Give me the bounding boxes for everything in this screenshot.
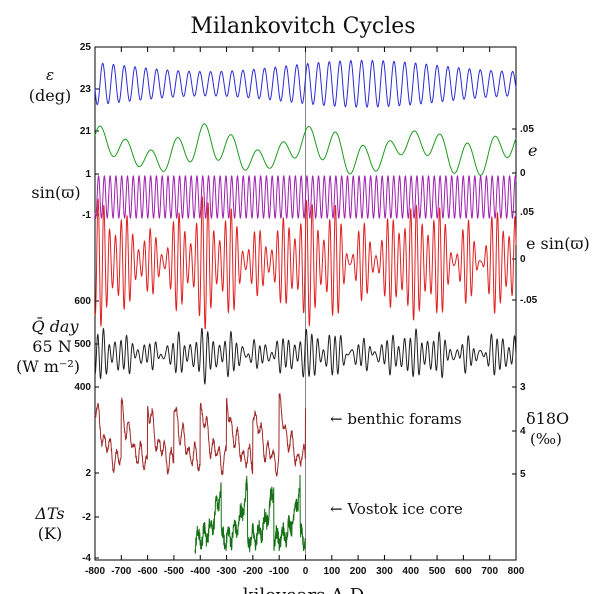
- x-tick-label: -700: [111, 566, 131, 577]
- insolation-latitude: 65 N: [32, 337, 71, 356]
- right-tick-label: 3: [520, 382, 526, 393]
- x-tick-label: -400: [190, 566, 210, 577]
- x-tick-label: 200: [350, 566, 367, 577]
- left-tick-label: -4: [82, 553, 91, 564]
- x-tick-label: 300: [376, 566, 393, 577]
- left-tick-label: 500: [74, 339, 91, 350]
- vostok-unit: (K): [38, 524, 62, 543]
- chart-title: Milankovitch Cycles: [190, 14, 415, 39]
- insolation-symbol: Q̄ day: [31, 315, 79, 336]
- left-tick-label: 25: [80, 42, 92, 53]
- axis-ticks: -800 -700 -600 -500 -400 -300 -200 -100 0 100 200 3…: [85, 46, 525, 577]
- x-tick-label: -100: [269, 566, 289, 577]
- x-tick-label: -200: [243, 566, 263, 577]
- benthic-forams-line: [94, 393, 306, 477]
- right-tick-label: 0: [520, 254, 526, 265]
- vostok-annotation: ← Vostok ice core: [330, 500, 463, 518]
- x-tick-label: -500: [164, 566, 184, 577]
- left-tick-label: 1: [85, 169, 91, 180]
- plot-frame: [94, 46, 517, 561]
- obliquity-unit: (deg): [29, 86, 71, 105]
- series-group: [94, 59, 517, 555]
- obliquity-symbol: ε: [46, 66, 54, 84]
- benthic-right-unit: (‰): [530, 430, 562, 448]
- benthic-annotation: ← benthic forams: [330, 410, 462, 428]
- x-tick-label: 600: [455, 566, 472, 577]
- eccentricity-line: [94, 123, 517, 176]
- x-tick-label: 400: [402, 566, 419, 577]
- left-tick-label: -1: [82, 210, 91, 221]
- x-tick-label: 800: [508, 566, 525, 577]
- right-tick-label: .05: [520, 124, 534, 135]
- x-axis-label: kiloyears A.D.: [243, 585, 370, 594]
- vostok-line: [194, 474, 306, 555]
- left-tick-label: 600: [74, 296, 91, 307]
- left-tick-label: 400: [74, 382, 91, 393]
- right-tick-label: 5: [520, 469, 526, 480]
- right-tick-label: 4: [520, 426, 526, 437]
- x-tick-label: 0: [303, 566, 309, 577]
- right-tick-label: .05: [520, 207, 534, 218]
- x-tick-label: 500: [429, 566, 446, 577]
- x-tick-label: -800: [85, 566, 105, 577]
- obliquity-line: [94, 59, 517, 108]
- right-tick-label: -.05: [520, 295, 538, 306]
- benthic-right-label: δ18O: [526, 409, 569, 428]
- x-tick-label: -600: [138, 566, 158, 577]
- vostok-symbol: ΔTs: [34, 504, 64, 523]
- precession-angle-line: [94, 175, 517, 219]
- x-tick-label: 700: [481, 566, 498, 577]
- right-tick-label: 0: [520, 168, 526, 179]
- left-tick-label: 23: [80, 84, 92, 95]
- precession-index-label: e sin(ϖ): [526, 234, 590, 253]
- x-tick-label: 100: [323, 566, 340, 577]
- left-tick-label: 21: [80, 126, 92, 137]
- precession-angle-label: sin(ϖ): [31, 183, 80, 202]
- precession-index-line: [94, 195, 517, 330]
- x-tick-label: -300: [217, 566, 237, 577]
- panel-labels: 25 23 21 1 -1 600 500 400 2 -2 -4 .05 0 .05 0 -.05 3 4 5 ε (…: [16, 42, 590, 564]
- insolation-line: [94, 327, 517, 385]
- left-tick-label: 2: [85, 468, 91, 479]
- insolation-unit: (W m⁻²): [16, 357, 80, 376]
- left-tick-label: -2: [82, 512, 91, 523]
- eccentricity-label: e: [528, 141, 537, 160]
